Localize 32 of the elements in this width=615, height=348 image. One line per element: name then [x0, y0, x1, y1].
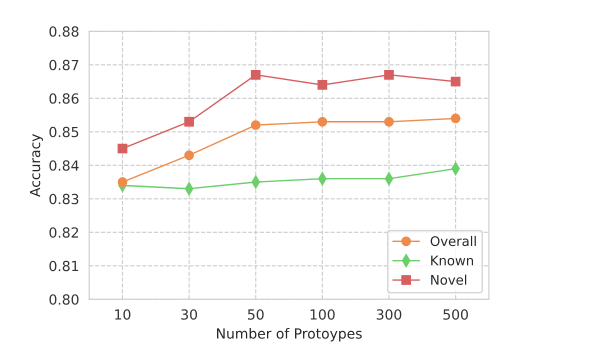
- y-tick-label: 0.84: [49, 160, 79, 171]
- y-tick-label: 0.88: [49, 26, 79, 37]
- point: [384, 116, 394, 127]
- x-tick-label: 300: [376, 309, 402, 320]
- point: [118, 177, 128, 187]
- legend-label: Novel: [431, 274, 466, 285]
- y-tick-label: 0.85: [49, 126, 78, 138]
- y-tick-label: 0.82: [49, 227, 78, 238]
- point: [250, 120, 261, 130]
- point: [184, 116, 194, 127]
- x-axis-title: Number of Protoypes: [217, 328, 362, 342]
- legend-label: Overall: [430, 236, 476, 246]
- point: [184, 150, 194, 160]
- point: [250, 70, 261, 80]
- y-tick-label: 0.81: [49, 260, 78, 272]
- y-axis-title: Accuracy: [30, 134, 43, 197]
- x-tick-label: 50: [248, 309, 264, 320]
- point: [318, 80, 328, 90]
- y-tick-label: 0.87: [49, 60, 78, 70]
- x-tick-label: 100: [310, 309, 335, 320]
- point: [318, 116, 328, 127]
- x-tick-label: 500: [443, 309, 468, 320]
- y-tick-label: 0.83: [49, 194, 78, 204]
- point: [450, 114, 460, 124]
- x-tick-label: 30: [181, 309, 198, 320]
- x-tick-label: 10: [115, 309, 130, 320]
- y-tick-label: 0.80: [49, 294, 79, 305]
- y-tick-label: 0.86: [49, 93, 79, 104]
- point: [118, 144, 128, 154]
- point: [384, 70, 394, 80]
- legend-label: Known: [431, 256, 474, 266]
- point: [450, 76, 460, 86]
